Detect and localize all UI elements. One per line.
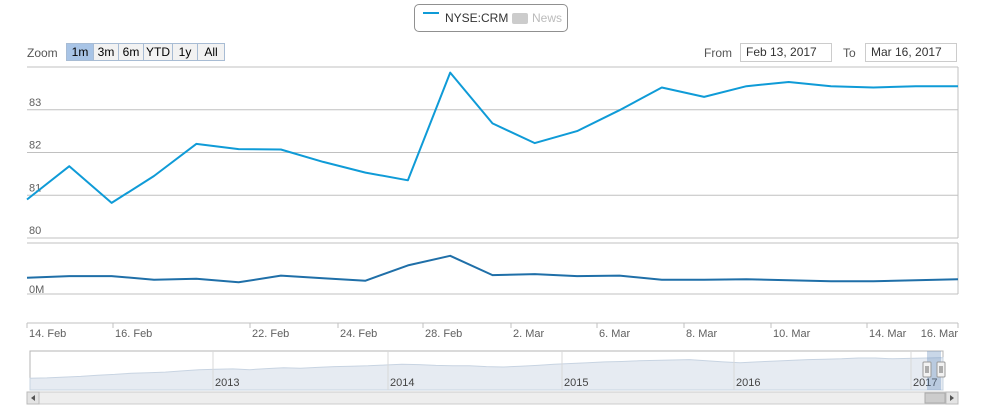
navigator-year-label-2017: 2017 (913, 377, 937, 389)
price-tick-label-80: 80 (29, 225, 41, 237)
volume-series-line (26, 254, 959, 284)
legend-item-news[interactable]: News (532, 11, 563, 25)
x-tick-label-1: 16. Feb (115, 328, 152, 340)
navigator-year-label-2014: 2014 (390, 377, 414, 389)
navigator-year-label-2015: 2015 (564, 377, 588, 389)
from-date-input[interactable]: Feb 13, 2017 (740, 43, 832, 62)
x-axis: 14. Feb 16. Feb 22. Feb 24. Feb 28. Feb 2. Ma… (26, 322, 959, 340)
navigator: 2013 2014 2015 2016 2017 (29, 350, 946, 391)
chart-legend: NYSE:CRM News (414, 4, 568, 32)
news-swatch (512, 13, 528, 24)
volume-tick-label-0M: 0M (29, 284, 44, 296)
price-series-line (26, 71, 958, 204)
volume-y-axis: 0M (29, 284, 44, 296)
x-tick-label-2: 22. Feb (252, 328, 289, 340)
x-tick-label-7: 8. Mar (686, 328, 718, 340)
zoom-button-all[interactable]: All (197, 43, 225, 61)
navigator-year-label-2013: 2013 (215, 377, 239, 389)
zoom-button-3m[interactable]: 3m (93, 43, 119, 61)
zoom-button-1y[interactable]: 1y (172, 43, 198, 61)
price-series (26, 71, 958, 204)
scrollbar-track (26, 391, 959, 405)
navigator-selected-range (927, 351, 941, 390)
volume-series (26, 254, 959, 284)
price-tick-label-83: 83 (29, 97, 41, 109)
navigator-handle-right[interactable] (936, 361, 946, 378)
navigator-area (29, 357, 944, 391)
to-label: To (843, 46, 856, 60)
x-tick-label-3: 24. Feb (340, 328, 377, 340)
x-tick-label-4: 28. Feb (425, 328, 462, 340)
series-line-swatch (423, 12, 439, 14)
legend-item-nyse-crm[interactable]: NYSE:CRM (445, 11, 509, 25)
scroll-left-arrow-icon (31, 395, 35, 401)
scrollbar (26, 391, 959, 405)
scroll-right-arrow-icon (950, 395, 954, 401)
x-tick-label-9: 14. Mar (869, 328, 907, 340)
volume-grid (27, 242, 959, 295)
x-tick-label-0: 14. Feb (29, 328, 66, 340)
x-tick-label-10: 16. Mar (921, 328, 959, 340)
x-tick-label-6: 6. Mar (599, 328, 631, 340)
zoom-label: Zoom (27, 46, 58, 60)
x-tick-label-8: 10. Mar (773, 328, 811, 340)
navigator-handle-left[interactable] (922, 361, 932, 378)
price-tick-label-82: 82 (29, 140, 41, 152)
navigator-year-label-2016: 2016 (736, 377, 760, 389)
price-grid (27, 66, 959, 239)
scrollbar-thumb[interactable] (924, 392, 946, 404)
x-tick-label-5: 2. Mar (513, 328, 545, 340)
from-label: From (704, 46, 732, 60)
zoom-button-1m[interactable]: 1m (66, 43, 94, 61)
to-date-input[interactable]: Mar 16, 2017 (865, 43, 957, 62)
